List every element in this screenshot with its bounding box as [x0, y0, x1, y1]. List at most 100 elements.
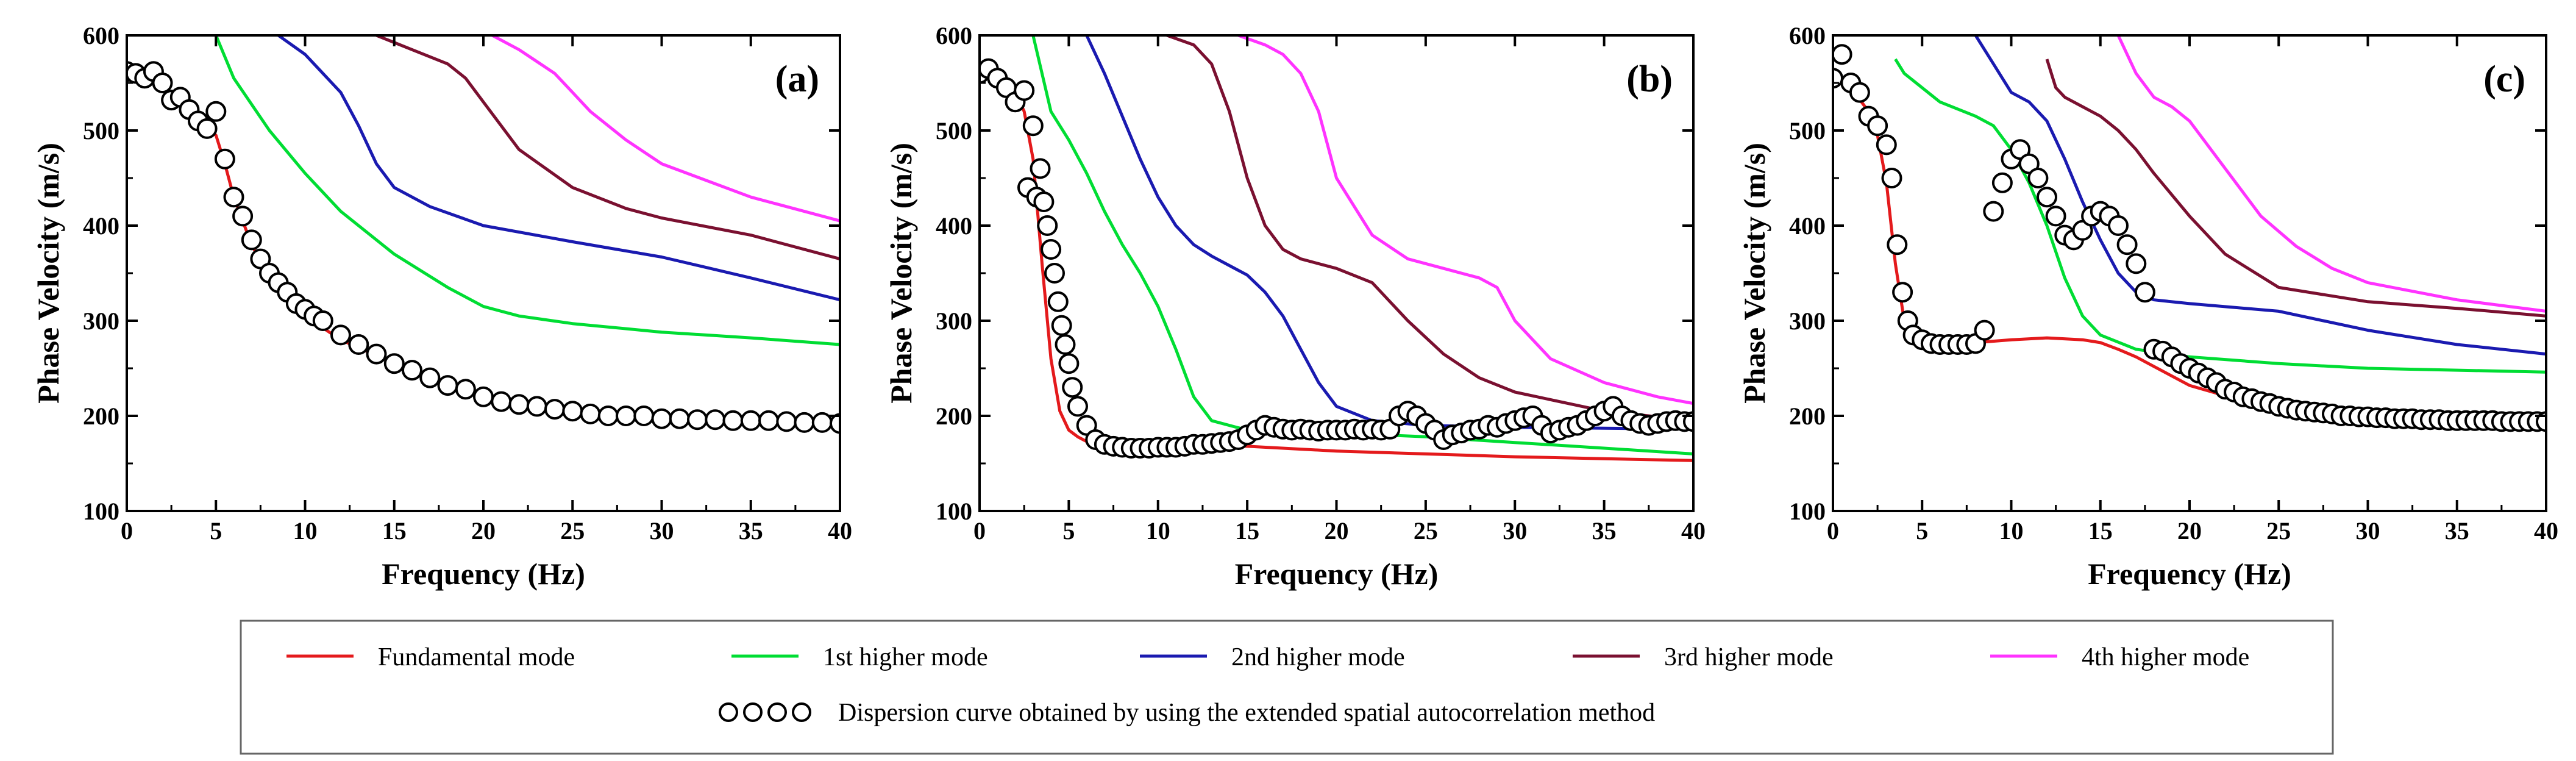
- series-line-5: [491, 35, 840, 223]
- dispersion-point: [2027, 168, 2049, 188]
- dispersion-point: [330, 324, 351, 346]
- y-tick-label: 200: [936, 402, 972, 430]
- y-axis-label: Phase Velocity (m/s): [31, 143, 65, 404]
- dispersion-point: [830, 413, 840, 434]
- dispersion-point: [1047, 291, 1069, 312]
- panel-c: 0 5 10 15 20 25 30 35 40 100 200 300 400 500 600 Freque…: [1737, 22, 2558, 591]
- dispersion-point: [312, 310, 333, 331]
- dispersion-point: [383, 353, 405, 374]
- x-tick-label: 40: [1681, 517, 1706, 545]
- dispersion-point: [2045, 205, 2066, 227]
- series-line-4: [2045, 59, 2546, 318]
- series-line-3: [277, 35, 840, 302]
- dispersion-point: [669, 408, 690, 429]
- x-tick-label: 35: [1592, 517, 1617, 545]
- x-axis-label: Frequency (Hz): [1235, 557, 1439, 591]
- x-tick-label: 20: [1325, 517, 1349, 545]
- x-tick-label: 20: [2177, 517, 2202, 545]
- series-line-1: [127, 70, 840, 425]
- y-tick-label: 300: [936, 307, 972, 335]
- y-tick-label: 500: [936, 117, 972, 145]
- x-tick-label: 5: [210, 517, 222, 545]
- legend-label: 1st higher mode: [823, 643, 988, 671]
- dispersion-point: [740, 410, 761, 431]
- panel-label: (a): [775, 59, 819, 100]
- x-tick-label: 30: [1503, 517, 1527, 545]
- x-tick-label: 25: [1414, 517, 1438, 545]
- dispersion-point: [437, 375, 458, 396]
- plot-frame: [1832, 34, 2547, 512]
- series-line-4: [375, 35, 840, 261]
- dispersion-point: [1055, 334, 1076, 355]
- dispersion-point: [419, 367, 441, 388]
- x-tick-label: 5: [1916, 517, 1928, 545]
- x-tick-label: 0: [121, 517, 133, 545]
- dispersion-point: [616, 406, 636, 426]
- dispersion-point: [776, 411, 797, 432]
- x-tick-label: 35: [2445, 517, 2469, 545]
- x-tick-label: 40: [828, 517, 852, 545]
- dispersion-point: [473, 386, 494, 407]
- y-tick-label: 500: [1789, 117, 1826, 145]
- dispersion-point: [758, 410, 779, 431]
- panel-b: 0 5 10 15 20 25 30 35 40 100 200 300 400 500 600 Freque…: [884, 22, 1706, 591]
- legend-circle-swatch: [719, 702, 738, 722]
- y-tick-label: 200: [1789, 402, 1826, 430]
- x-tick-label: 0: [973, 517, 986, 545]
- series-line-2: [1031, 35, 1693, 456]
- legend: Fundamental mode 1st higher mode 2nd highe…: [240, 620, 2334, 755]
- x-tick-label: 15: [1235, 517, 1259, 545]
- panel-a: 0 5 10 15 20 25 30 35 40 100 200 300 400 500 600 Freque…: [31, 22, 852, 591]
- dispersion-point: [214, 148, 235, 170]
- dispersion-point: [1022, 115, 1044, 137]
- y-tick-label: 600: [1789, 22, 1826, 49]
- dispersion-point: [1033, 191, 1055, 212]
- series-line-1: [980, 67, 1693, 462]
- dispersion-point: [597, 406, 619, 426]
- dispersion-point: [2108, 215, 2129, 236]
- x-tick-label: 40: [2534, 517, 2558, 545]
- x-tick-label: 10: [293, 517, 318, 545]
- x-tick-label: 25: [2266, 517, 2291, 545]
- dispersion-point: [562, 401, 583, 422]
- y-tick-label: 200: [83, 402, 119, 430]
- x-tick-label: 0: [1827, 517, 1839, 545]
- y-axis-label: Phase Velocity (m/s): [884, 143, 918, 404]
- x-tick-label: 30: [650, 517, 674, 545]
- y-tick-label: 100: [83, 498, 119, 525]
- dispersion-point: [1991, 172, 2013, 193]
- x-axis-label: Frequency (Hz): [2088, 557, 2291, 591]
- series-line-3: [1974, 35, 2546, 356]
- dispersion-point: [526, 396, 547, 417]
- dispersion-point: [241, 229, 262, 251]
- dispersion-point: [491, 391, 512, 412]
- dispersion-point: [544, 399, 565, 420]
- dispersion-point: [232, 205, 254, 227]
- panel-label: (b): [1626, 59, 1673, 100]
- dispersion-point: [366, 343, 387, 365]
- dispersion-point: [1876, 134, 1897, 155]
- x-tick-label: 30: [2356, 517, 2380, 545]
- series-line-2: [1894, 58, 2546, 374]
- dispersion-point: [2116, 234, 2138, 255]
- dispersion-point: [1067, 396, 1088, 417]
- dispersion-point: [2037, 187, 2057, 208]
- dispersion-point: [1030, 158, 1051, 179]
- dispersion-point: [705, 409, 726, 431]
- dispersion-point: [1037, 215, 1058, 236]
- dispersion-point: [1058, 353, 1080, 374]
- dispersion-point: [2134, 282, 2155, 303]
- legend-circle-swatch: [743, 702, 763, 722]
- legend-circle-swatch: [792, 702, 811, 722]
- y-tick-label: 400: [1789, 212, 1826, 240]
- dispersion-point: [348, 334, 369, 355]
- x-tick-label: 5: [1062, 517, 1075, 545]
- legend-box: [240, 620, 2334, 755]
- series-line-2: [214, 35, 840, 346]
- series-line-5: [2116, 35, 2546, 313]
- dispersion-point: [508, 394, 530, 415]
- dispersion-point: [1051, 315, 1072, 336]
- dispersion-point: [1044, 263, 1065, 284]
- y-tick-label: 100: [1789, 498, 1826, 525]
